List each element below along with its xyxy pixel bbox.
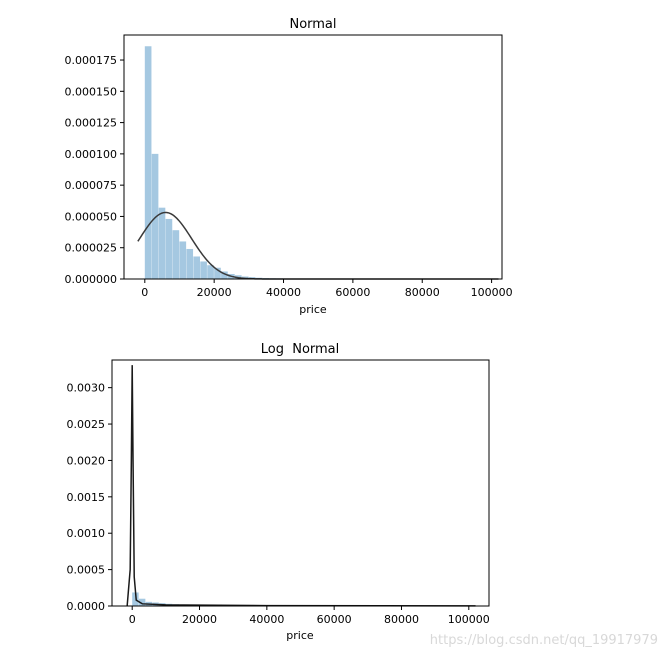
y-tick-label: 0.0010 [67,527,106,540]
x-axis-ticks: 0 20000 40000 60000 80000 100000 [141,279,513,299]
x-tick-label: 0 [129,613,136,626]
histogram-bars [132,592,469,606]
y-tick-label: 0.000150 [65,85,118,98]
x-tick-label: 40000 [249,613,284,626]
y-tick-label: 0.000075 [65,179,118,192]
y-tick-label: 0.000025 [65,242,118,255]
chart-title: Normal [289,17,336,32]
plot-frame [123,34,503,280]
histogram-bar [200,261,207,279]
x-axis-label: price [299,303,327,316]
y-tick-label: 0.0005 [67,564,106,577]
y-tick-label: 0.000000 [65,273,118,286]
y-tick-label: 0.0000 [67,600,106,613]
y-tick-label: 0.000050 [65,210,118,223]
x-tick-label: 80000 [405,286,440,299]
x-tick-label: 80000 [384,613,419,626]
x-tick-label: 0 [141,286,148,299]
x-axis-ticks: 0 20000 40000 60000 80000 100000 [129,606,490,626]
histogram-bar [165,218,173,279]
histogram-bar [172,230,180,279]
histogram-bar [144,46,152,280]
y-tick-label: 0.000175 [65,54,118,67]
watermark: https://blog.csdn.net/qq_19917979 [430,633,658,648]
x-tick-label: 60000 [317,613,352,626]
x-tick-label: 60000 [335,286,370,299]
y-tick-label: 0.0025 [67,418,106,431]
x-tick-label: 100000 [448,613,490,626]
histogram-bar [193,256,200,279]
chart-title: Log Normal [261,342,340,357]
x-tick-label: 20000 [197,286,232,299]
histogram-bar [207,265,214,279]
y-tick-label: 0.0030 [67,382,106,395]
normal-chart: Normal 0 20000 40000 60000 80000 100000 0.000… [65,17,513,316]
histogram-bar [138,598,146,606]
log-normal-chart: Log Normal 0 20000 40000 60000 80000 100000 0… [67,342,490,642]
y-axis-ticks: 0.0000 0.0005 0.0010 0.0015 0.0020 0.0025 0.00… [67,382,112,613]
y-axis-ticks: 0.000000 0.000025 0.000050 0.000075 0.000100… [65,54,124,286]
x-axis-label: price [286,629,314,642]
y-tick-label: 0.000100 [65,148,118,161]
fit-curve [126,365,476,607]
fit-curve-line [126,365,476,607]
histogram-bar [214,267,221,279]
y-tick-label: 0.0020 [67,454,106,467]
plot-frame [111,359,490,607]
histogram-bar [151,153,159,279]
histogram-bar [179,241,187,279]
x-tick-label: 20000 [182,613,217,626]
x-tick-label: 100000 [471,286,513,299]
x-tick-label: 40000 [266,286,301,299]
histogram-bar [158,207,166,279]
y-tick-label: 0.0015 [67,491,106,504]
y-tick-label: 0.000125 [65,117,118,130]
histogram-bar [221,271,228,279]
histogram-bars [144,46,492,280]
histogram-bar [186,248,194,279]
